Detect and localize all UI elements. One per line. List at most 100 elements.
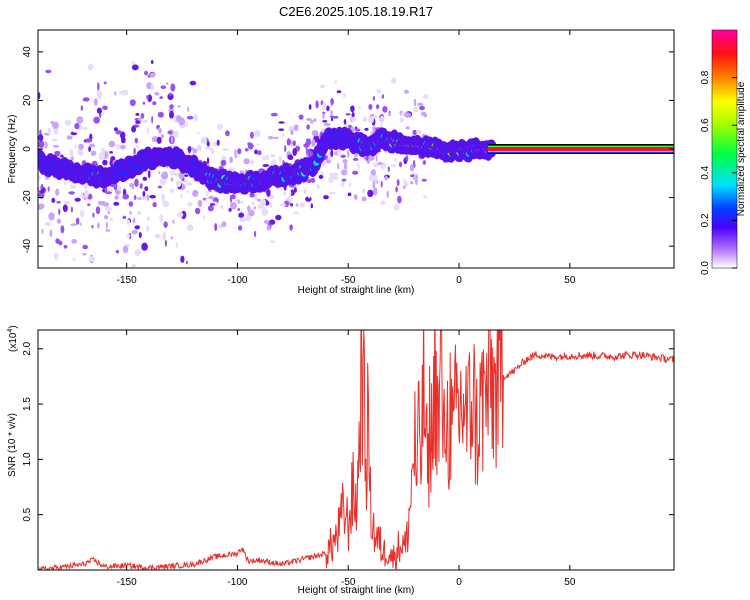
noise-blob xyxy=(238,212,245,218)
noise-blob xyxy=(76,116,84,124)
noise-blob xyxy=(131,64,139,71)
noise-blob xyxy=(305,196,312,202)
noise-blob xyxy=(283,190,287,197)
noise-blob xyxy=(206,141,210,147)
noise-blob xyxy=(38,140,45,148)
noise-blob xyxy=(147,170,151,179)
noise-blob xyxy=(328,176,334,183)
noise-blob xyxy=(82,244,88,250)
noise-blob xyxy=(63,244,68,249)
noise-blob xyxy=(144,70,149,76)
noise-blob xyxy=(375,155,378,162)
noise-blob xyxy=(372,180,376,189)
noise-blob xyxy=(167,93,174,101)
noise-blob xyxy=(341,169,348,176)
noise-blob xyxy=(71,239,77,244)
noise-blob xyxy=(208,195,215,200)
noise-blob xyxy=(115,250,120,254)
noise-blob xyxy=(216,123,223,130)
noise-blob xyxy=(281,134,285,137)
noise-blob xyxy=(405,126,410,130)
noise-blob xyxy=(141,242,148,251)
noise-blob xyxy=(372,96,375,101)
noise-blob xyxy=(113,127,118,132)
noise-blob xyxy=(143,119,148,123)
noise-blob xyxy=(175,180,182,188)
noise-blob xyxy=(368,104,373,110)
noise-blob xyxy=(347,150,350,158)
noise-blob xyxy=(321,128,324,132)
noise-blob xyxy=(108,140,116,148)
noise-blob xyxy=(120,136,126,144)
noise-blob xyxy=(361,196,367,202)
noise-blob xyxy=(330,98,334,105)
noise-blob xyxy=(421,178,427,182)
noise-blob xyxy=(353,194,358,200)
noise-blob xyxy=(134,178,139,187)
noise-blob xyxy=(186,260,188,265)
noise-blob xyxy=(380,200,386,206)
noise-blob xyxy=(328,191,336,195)
noise-blob xyxy=(330,149,334,157)
noise-blob xyxy=(158,171,161,174)
noise-blob xyxy=(270,160,276,164)
noise-blob xyxy=(55,188,60,196)
snr-y-axis-label: SNR (10 * v/v) xyxy=(7,413,18,477)
noise-blob xyxy=(122,245,129,254)
noise-blob xyxy=(126,234,131,238)
noise-blob xyxy=(44,222,52,226)
noise-blob xyxy=(169,170,176,176)
noise-blob xyxy=(91,225,94,229)
noise-blob xyxy=(87,63,94,71)
noise-blob xyxy=(160,134,164,139)
noise-blob xyxy=(186,182,193,186)
noise-blob xyxy=(82,252,87,256)
snr-content xyxy=(38,330,674,570)
noise-blob xyxy=(368,176,376,180)
noise-blob xyxy=(317,184,320,190)
noise-blob xyxy=(168,92,173,97)
noise-blob xyxy=(132,217,136,224)
noise-blob xyxy=(244,148,249,152)
noise-blob xyxy=(109,151,113,154)
noise-blob xyxy=(404,112,412,118)
noise-blob xyxy=(230,194,236,200)
noise-blob xyxy=(107,188,114,192)
noise-blob xyxy=(306,124,310,130)
noise-blob xyxy=(139,183,143,189)
noise-blob xyxy=(102,202,110,207)
noise-blob xyxy=(82,126,88,130)
noise-blob xyxy=(322,120,328,123)
noise-blob xyxy=(82,97,90,102)
noise-blob xyxy=(410,181,414,185)
noise-blob xyxy=(423,195,427,199)
noise-blob xyxy=(72,258,76,261)
noise-blob xyxy=(351,112,355,118)
colorbar-tick-label: 0.4 xyxy=(700,165,711,179)
noise-blob xyxy=(135,120,141,124)
spectrogram-x-ticks: -150 -100 -50 0 50 xyxy=(117,30,576,286)
spectrogram-ridge xyxy=(38,126,497,195)
noise-blob xyxy=(150,83,154,91)
noise-blob xyxy=(237,199,240,204)
noise-blob xyxy=(197,131,200,135)
noise-blob xyxy=(51,197,56,203)
noise-blob xyxy=(98,200,102,206)
noise-blob xyxy=(55,238,60,244)
colorbar-label: Normalized spectral amplitude xyxy=(736,81,747,216)
noise-blob xyxy=(146,95,150,100)
snr-y-ticks: 0.5 1.0 1.5 2.0 xyxy=(22,341,674,522)
noise-blob xyxy=(146,216,151,222)
noise-blob xyxy=(69,148,74,157)
noise-blob xyxy=(268,202,273,208)
noise-blob xyxy=(344,161,347,170)
y-tick-label: 20 xyxy=(22,94,33,106)
snr-scale-label: (x104) xyxy=(7,325,19,352)
noise-blob xyxy=(131,264,136,268)
noise-blob xyxy=(239,217,246,222)
snr-x-axis-label: Height of straight line (km) xyxy=(298,585,415,596)
noise-blob xyxy=(275,214,282,221)
noise-blob xyxy=(345,113,351,116)
noise-blob xyxy=(126,219,131,226)
